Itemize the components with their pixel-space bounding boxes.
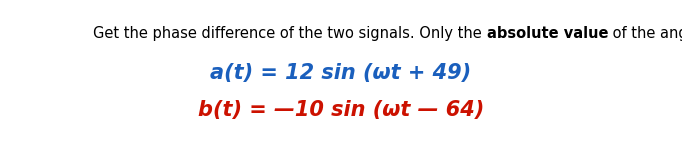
Text: a(t) = 12 sin (ωt + 49): a(t) = 12 sin (ωt + 49) [211,63,471,83]
Text: of the angle is needed.: of the angle is needed. [608,26,682,41]
Text: b(t) = —10 sin (ωt — 64): b(t) = —10 sin (ωt — 64) [198,100,484,120]
Text: absolute value: absolute value [487,26,608,41]
Text: Get the phase difference of the two signals. Only the: Get the phase difference of the two sign… [93,26,487,41]
